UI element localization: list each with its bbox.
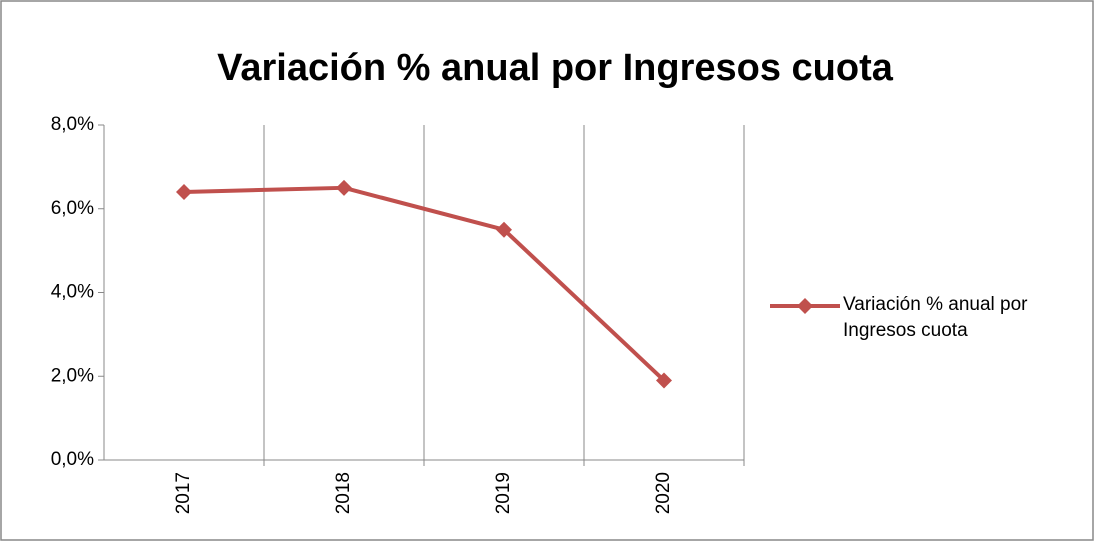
data-point (496, 221, 512, 238)
x-tick-label: 2018 (333, 472, 354, 514)
chart-title: Variación % anual por Ingresos cuota (217, 47, 894, 89)
series-line (183, 185, 666, 382)
x-tick-label: 2017 (173, 472, 194, 514)
x-tick-label: 2020 (653, 472, 674, 514)
y-tick-label: 2,0% (51, 365, 94, 386)
y-tick-label: 0,0% (51, 449, 94, 470)
y-tick-label: 8,0% (51, 114, 94, 135)
data-point (176, 184, 192, 200)
y-tick-label: 6,0% (51, 198, 94, 219)
legend-label: Variación % anual por Ingresos cuota (843, 294, 1028, 341)
legend-swatch-marker (797, 298, 813, 314)
data-point (336, 179, 352, 196)
data-point (656, 372, 672, 389)
x-tick-label: 2019 (493, 472, 514, 514)
y-tick-label: 4,0% (51, 282, 94, 303)
